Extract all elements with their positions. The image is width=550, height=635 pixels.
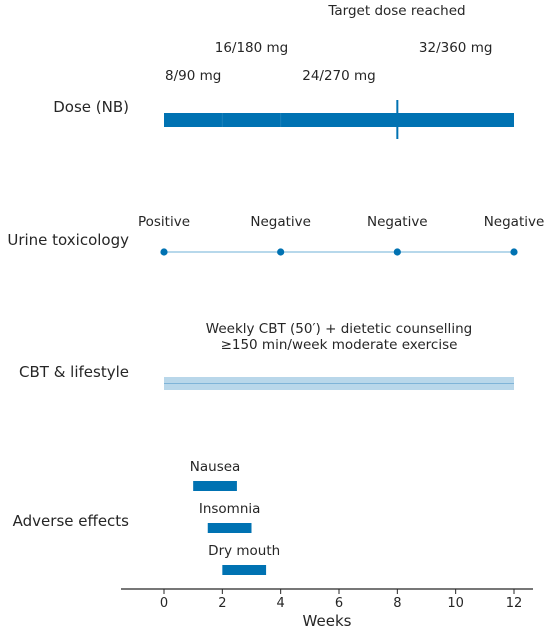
x-tick-label-0: 0	[160, 596, 168, 611]
urine-point-label-0: Positive	[138, 214, 190, 230]
dose-segment-1	[222, 113, 281, 127]
dose-segment-label-2: 24/270 mg	[302, 68, 376, 84]
x-tick-label-2: 4	[277, 596, 285, 611]
urine-point-label-3: Negative	[484, 214, 545, 230]
adverse-label-0: Nausea	[190, 459, 241, 475]
row-label-adverse: Adverse effects	[13, 512, 130, 530]
dose-segment-0	[164, 113, 223, 127]
adverse-label-2: Dry mouth	[208, 543, 280, 559]
urine-point-label-1: Negative	[250, 214, 311, 230]
urine-point-2	[393, 248, 401, 256]
dose-segment-label-1: 16/180 mg	[215, 40, 289, 56]
x-tick-label-3: 6	[335, 596, 343, 611]
adverse-bar-1	[207, 523, 252, 533]
urine-point-0	[160, 248, 168, 256]
cbt-row: Weekly CBT (50′) + dietetic counselling …	[164, 321, 514, 390]
adverse-label-1: Insomnia	[199, 501, 261, 517]
x-tick-label-1: 2	[218, 596, 226, 611]
row-label-urine: Urine toxicology	[7, 231, 129, 249]
cbt-text-line2: ≥150 min/week moderate exercise	[221, 337, 458, 353]
x-axis: Weeks 0 2 4 6 8 10 12	[121, 588, 533, 630]
x-tick-label-5: 10	[447, 596, 464, 611]
cbt-text-line1: Weekly CBT (50′) + dietetic counselling	[206, 321, 472, 337]
dose-segment-label-3: 32/360 mg	[419, 40, 493, 56]
adverse-bar-0	[193, 481, 237, 491]
row-label-dose: Dose (NB)	[53, 98, 129, 116]
dose-segment-label-0: 8/90 mg	[165, 68, 221, 84]
adverse-bar-2	[222, 565, 267, 575]
dose-row: 8/90 mg 16/180 mg 24/270 mg 32/360 mg Target…	[164, 3, 514, 139]
adverse-row: Nausea Insomnia Dry mouth	[190, 459, 280, 575]
urine-point-label-2: Negative	[367, 214, 428, 230]
urine-point-3	[510, 248, 518, 256]
x-axis-title: Weeks	[303, 612, 352, 630]
dose-segment-2	[280, 113, 398, 127]
urine-point-1	[277, 248, 285, 256]
target-dose-label: Target dose reached	[327, 3, 465, 19]
x-tick-label-6: 12	[506, 596, 523, 611]
row-label-cbt: CBT & lifestyle	[19, 363, 129, 381]
dose-segment-3	[397, 113, 514, 127]
urine-row: Positive Negative Negative Negative	[138, 214, 544, 256]
x-tick-label-4: 8	[393, 596, 401, 611]
